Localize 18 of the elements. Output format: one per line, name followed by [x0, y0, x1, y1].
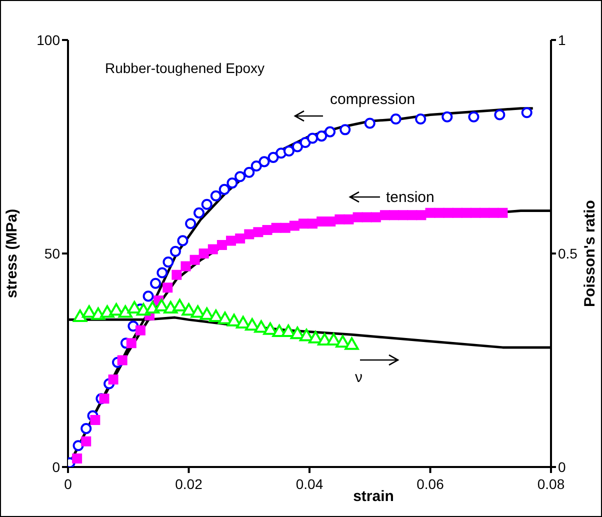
series-label: ν — [355, 369, 362, 386]
x-axis-title: strain — [353, 488, 394, 505]
x-tick-label: 0 — [64, 476, 72, 492]
y2-tick-label: 1 — [558, 32, 566, 48]
y2-tick-label: 0 — [558, 458, 566, 475]
y2-tick-label: 0.5 — [558, 245, 578, 262]
series-label: tension — [386, 189, 434, 206]
x-tick-label: 0.02 — [175, 476, 203, 492]
y-tick-label: 50 — [44, 245, 60, 262]
y-tick-label: 100 — [36, 32, 60, 48]
x-tick-label: 0.04 — [296, 476, 324, 492]
series-label: compression — [330, 91, 416, 108]
y-tick-label: 0 — [52, 458, 60, 475]
y2-axis-title: Poisson's ratio — [581, 200, 598, 307]
x-tick-label: 0.08 — [537, 476, 565, 492]
x-tick-label: 0.06 — [416, 476, 444, 492]
y-axis-title: stress (MPa) — [3, 208, 20, 298]
text: Rubber-toughened Epoxy — [105, 60, 265, 76]
